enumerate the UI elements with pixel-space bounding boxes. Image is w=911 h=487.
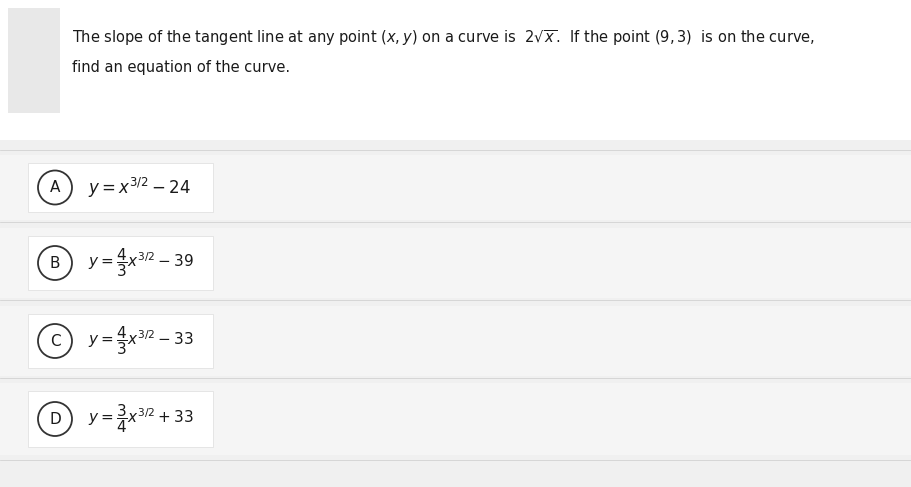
FancyBboxPatch shape <box>8 8 60 113</box>
Circle shape <box>38 170 72 205</box>
FancyBboxPatch shape <box>0 383 911 455</box>
Circle shape <box>38 402 72 436</box>
Text: C: C <box>50 334 60 349</box>
Circle shape <box>38 246 72 280</box>
Text: $y=\dfrac{4}{3}x^{3/2}-33$: $y=\dfrac{4}{3}x^{3/2}-33$ <box>88 325 194 357</box>
Circle shape <box>38 324 72 358</box>
FancyBboxPatch shape <box>28 163 213 212</box>
Text: B: B <box>50 256 60 270</box>
Text: $y=\dfrac{3}{4}x^{3/2}+33$: $y=\dfrac{3}{4}x^{3/2}+33$ <box>88 403 194 435</box>
Text: find an equation of the curve.: find an equation of the curve. <box>72 60 290 75</box>
FancyBboxPatch shape <box>0 0 911 140</box>
FancyBboxPatch shape <box>0 155 911 220</box>
FancyBboxPatch shape <box>28 236 213 290</box>
FancyBboxPatch shape <box>0 306 911 376</box>
FancyBboxPatch shape <box>0 228 911 298</box>
Text: D: D <box>49 412 61 427</box>
Text: $y=\dfrac{4}{3}x^{3/2}-39$: $y=\dfrac{4}{3}x^{3/2}-39$ <box>88 246 194 280</box>
Text: The slope of the tangent line at any point $(x, y)$ on a curve is  $2\sqrt{x}$. : The slope of the tangent line at any poi… <box>72 28 815 48</box>
FancyBboxPatch shape <box>28 391 213 447</box>
FancyBboxPatch shape <box>28 314 213 368</box>
Text: $y=x^{3/2}-24$: $y=x^{3/2}-24$ <box>88 175 190 200</box>
Text: A: A <box>50 180 60 195</box>
